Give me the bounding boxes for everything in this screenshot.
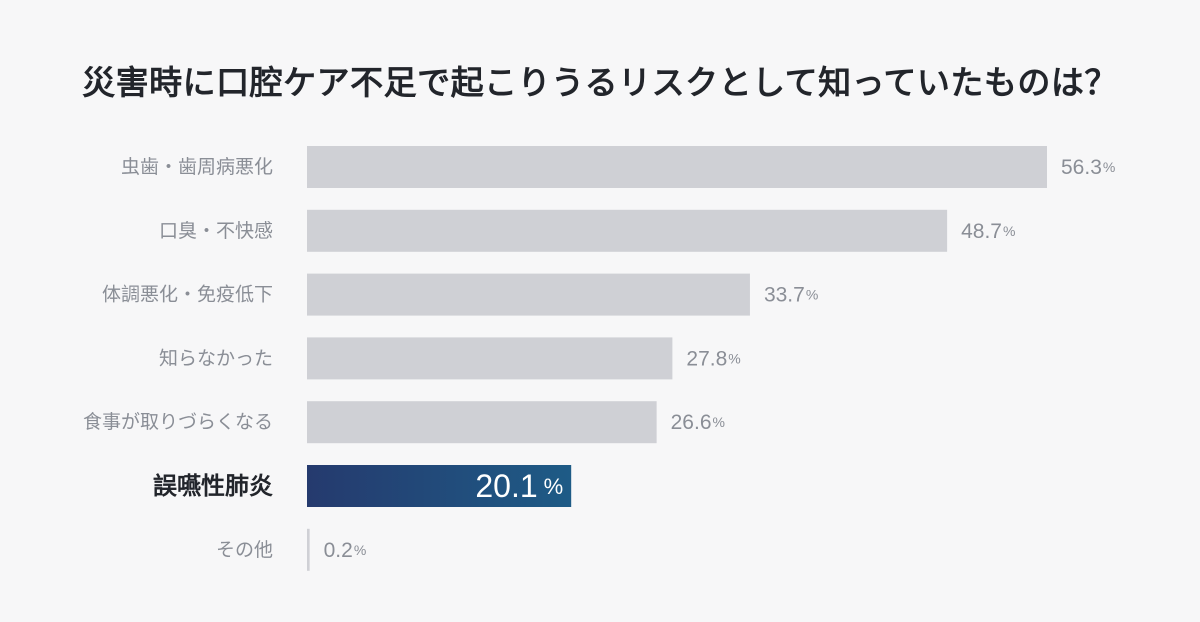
value-label: 20.1% — [475, 468, 563, 504]
category-label: 食事が取りづらくなる — [83, 411, 273, 433]
bar-row: 知らなかった 27.8% — [159, 337, 741, 380]
bar-row: 体調悪化・免疫低下 33.7% — [102, 273, 818, 316]
bar-row: その他 0.2% — [216, 528, 367, 571]
bar-row: 口臭・不快感 48.7% — [159, 209, 1015, 252]
bar — [307, 273, 750, 316]
category-label: その他 — [216, 539, 273, 561]
category-label: 知らなかった — [159, 347, 273, 369]
category-label: 口臭・不快感 — [159, 220, 273, 242]
value-label: 48.7% — [961, 219, 1015, 242]
category-label: 虫歯・歯周病悪化 — [121, 156, 273, 178]
category-label: 誤嚥性肺炎 — [153, 472, 273, 500]
bar — [307, 528, 310, 571]
value-label: 26.6% — [671, 411, 725, 434]
bar-row: 誤嚥性肺炎 20.1% — [153, 465, 572, 507]
bar — [307, 401, 657, 444]
chart-title: 災害時に口腔ケア不足で起こりうるリスクとして知っていたものは？ — [82, 63, 1118, 102]
value-label: 27.8% — [686, 347, 740, 370]
bar — [307, 209, 948, 252]
bar — [307, 337, 673, 380]
bar — [307, 146, 1047, 188]
category-label: 体調悪化・免疫低下 — [102, 284, 273, 306]
bar-row: 食事が取りづらくなる 26.6% — [83, 401, 725, 444]
value-label: 33.7% — [764, 283, 818, 306]
highlight-bar — [307, 465, 572, 507]
bar-row: 虫歯・歯周病悪化 56.3% — [121, 146, 1115, 188]
value-label: 0.2% — [324, 538, 367, 561]
value-label: 56.3% — [1061, 156, 1115, 179]
